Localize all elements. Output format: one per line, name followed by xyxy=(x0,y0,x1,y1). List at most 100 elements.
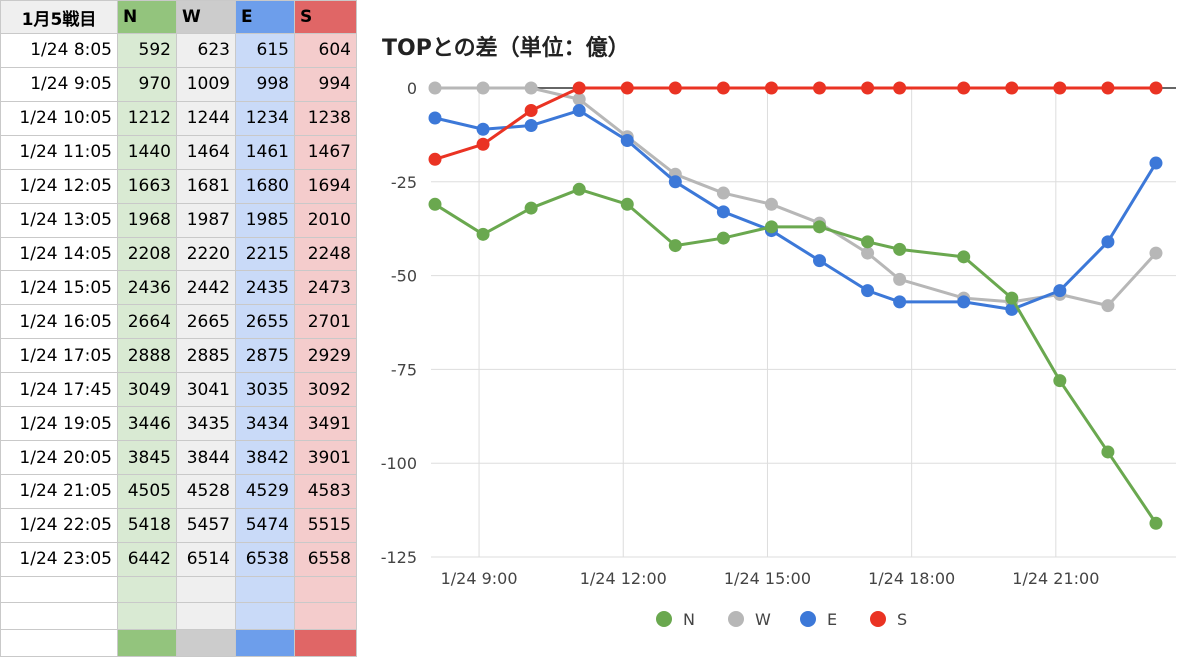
w-cell[interactable]: 1009 xyxy=(176,66,236,102)
time-cell[interactable]: 1/24 16:05 xyxy=(0,304,118,340)
empty-cell[interactable] xyxy=(294,575,357,604)
empty-cell[interactable] xyxy=(235,575,295,604)
footer-color-cell[interactable] xyxy=(176,629,236,657)
s-cell[interactable]: 3092 xyxy=(294,372,357,408)
s-cell[interactable]: 994 xyxy=(294,66,357,102)
time-cell[interactable]: 1/24 15:05 xyxy=(0,270,118,306)
w-cell[interactable]: 2220 xyxy=(176,236,236,272)
e-cell[interactable]: 3842 xyxy=(235,440,295,475)
s-cell[interactable]: 604 xyxy=(294,33,357,68)
n-cell[interactable]: 2888 xyxy=(117,338,177,374)
empty-cell[interactable] xyxy=(176,575,236,604)
empty-cell[interactable] xyxy=(294,602,357,631)
e-cell[interactable]: 3035 xyxy=(235,372,295,408)
n-cell[interactable]: 592 xyxy=(117,33,177,68)
n-cell[interactable]: 4505 xyxy=(117,473,177,509)
s-cell[interactable]: 2248 xyxy=(294,236,357,272)
empty-cell[interactable] xyxy=(235,602,295,631)
empty-cell[interactable] xyxy=(0,575,118,604)
s-cell[interactable]: 5515 xyxy=(294,507,357,543)
header-cell-n[interactable]: N xyxy=(117,0,177,34)
s-cell[interactable]: 3491 xyxy=(294,406,357,442)
time-cell[interactable]: 1/24 9:05 xyxy=(0,66,118,102)
e-cell[interactable]: 2655 xyxy=(235,304,295,340)
n-cell[interactable]: 5418 xyxy=(117,507,177,543)
time-cell[interactable]: 1/24 19:05 xyxy=(0,406,118,442)
w-cell[interactable]: 3041 xyxy=(176,372,236,408)
header-cell-s[interactable]: S xyxy=(294,0,357,34)
w-cell[interactable]: 3435 xyxy=(176,406,236,442)
e-cell[interactable]: 4529 xyxy=(235,473,295,509)
n-cell[interactable]: 2664 xyxy=(117,304,177,340)
empty-cell[interactable] xyxy=(176,602,236,631)
s-cell[interactable]: 1467 xyxy=(294,134,357,170)
s-cell[interactable]: 1694 xyxy=(294,168,357,204)
w-cell[interactable]: 2885 xyxy=(176,338,236,374)
w-cell[interactable]: 3844 xyxy=(176,440,236,475)
time-cell[interactable]: 1/24 14:05 xyxy=(0,236,118,272)
e-cell[interactable]: 2215 xyxy=(235,236,295,272)
time-cell[interactable]: 1/24 8:05 xyxy=(0,33,118,68)
w-cell[interactable]: 4528 xyxy=(176,473,236,509)
footer-color-cell[interactable] xyxy=(0,629,118,657)
footer-color-cell[interactable] xyxy=(117,629,177,657)
e-cell[interactable]: 615 xyxy=(235,33,295,68)
n-cell[interactable]: 1663 xyxy=(117,168,177,204)
time-cell[interactable]: 1/24 13:05 xyxy=(0,202,118,238)
s-cell[interactable]: 2473 xyxy=(294,270,357,306)
s-cell[interactable]: 2701 xyxy=(294,304,357,340)
empty-cell[interactable] xyxy=(117,602,177,631)
time-cell[interactable]: 1/24 23:05 xyxy=(0,541,118,577)
n-cell[interactable]: 6442 xyxy=(117,541,177,577)
e-cell[interactable]: 2875 xyxy=(235,338,295,374)
e-cell[interactable]: 6538 xyxy=(235,541,295,577)
w-cell[interactable]: 1244 xyxy=(176,100,236,136)
e-cell[interactable]: 1461 xyxy=(235,134,295,170)
e-cell[interactable]: 1234 xyxy=(235,100,295,136)
header-cell-w[interactable]: W xyxy=(176,0,236,34)
s-cell[interactable]: 1238 xyxy=(294,100,357,136)
n-cell[interactable]: 970 xyxy=(117,66,177,102)
n-cell[interactable]: 3049 xyxy=(117,372,177,408)
s-cell[interactable]: 6558 xyxy=(294,541,357,577)
time-cell[interactable]: 1/24 20:05 xyxy=(0,440,118,475)
time-cell[interactable]: 1/24 12:05 xyxy=(0,168,118,204)
w-cell[interactable]: 5457 xyxy=(176,507,236,543)
e-cell[interactable]: 1985 xyxy=(235,202,295,238)
n-cell[interactable]: 1968 xyxy=(117,202,177,238)
time-cell[interactable]: 1/24 17:45 xyxy=(0,372,118,408)
n-cell[interactable]: 1212 xyxy=(117,100,177,136)
empty-cell[interactable] xyxy=(117,575,177,604)
e-cell[interactable]: 1680 xyxy=(235,168,295,204)
header-cell-e[interactable]: E xyxy=(235,0,295,34)
time-cell[interactable]: 1/24 22:05 xyxy=(0,507,118,543)
s-cell[interactable]: 4583 xyxy=(294,473,357,509)
w-cell[interactable]: 1464 xyxy=(176,134,236,170)
n-cell[interactable]: 3446 xyxy=(117,406,177,442)
e-cell[interactable]: 2435 xyxy=(235,270,295,306)
w-cell[interactable]: 623 xyxy=(176,33,236,68)
time-cell[interactable]: 1/24 10:05 xyxy=(0,100,118,136)
n-cell[interactable]: 3845 xyxy=(117,440,177,475)
s-cell[interactable]: 2929 xyxy=(294,338,357,374)
time-cell[interactable]: 1/24 11:05 xyxy=(0,134,118,170)
header-cell-label[interactable]: 1月5戦目 xyxy=(0,0,118,34)
w-cell[interactable]: 2665 xyxy=(176,304,236,340)
w-cell[interactable]: 2442 xyxy=(176,270,236,306)
e-cell[interactable]: 3434 xyxy=(235,406,295,442)
footer-color-cell[interactable] xyxy=(294,629,357,657)
w-cell[interactable]: 1987 xyxy=(176,202,236,238)
n-cell[interactable]: 1440 xyxy=(117,134,177,170)
s-cell[interactable]: 3901 xyxy=(294,440,357,475)
w-cell[interactable]: 1681 xyxy=(176,168,236,204)
w-cell[interactable]: 6514 xyxy=(176,541,236,577)
s-cell[interactable]: 2010 xyxy=(294,202,357,238)
e-cell[interactable]: 998 xyxy=(235,66,295,102)
time-cell[interactable]: 1/24 17:05 xyxy=(0,338,118,374)
footer-color-cell[interactable] xyxy=(235,629,295,657)
n-cell[interactable]: 2208 xyxy=(117,236,177,272)
empty-cell[interactable] xyxy=(0,602,118,631)
time-cell[interactable]: 1/24 21:05 xyxy=(0,473,118,509)
n-cell[interactable]: 2436 xyxy=(117,270,177,306)
e-cell[interactable]: 5474 xyxy=(235,507,295,543)
